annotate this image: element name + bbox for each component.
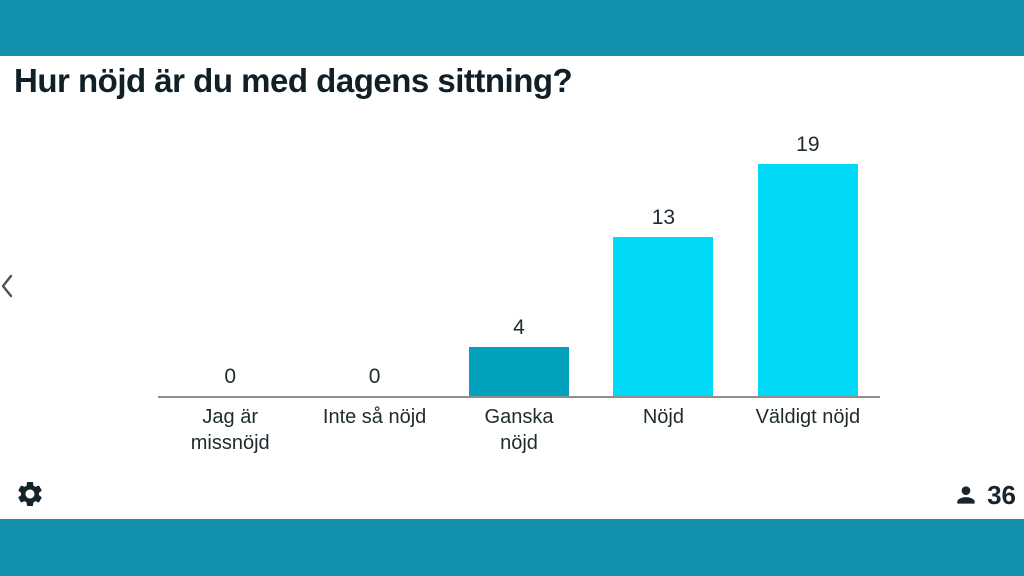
bar-chart: 0 0 4 13 19 Jag är missnöjd Inte så nöjd Gansk… [158, 133, 880, 454]
bar-column: 19 [736, 133, 880, 396]
x-axis-category-label: Jag är missnöjd [190, 406, 270, 454]
bar-column: 0 [158, 365, 302, 396]
participants-count: 36 [987, 479, 1016, 510]
page-title: Hur nöjd är du med dagens sittning? [14, 62, 573, 99]
participants-counter[interactable]: 36 [953, 478, 1016, 512]
bar-value-label: 13 [651, 206, 676, 229]
bar-value-label: 4 [513, 316, 525, 339]
chevron-left-icon [1, 274, 13, 298]
bar-value-label: 0 [368, 365, 381, 388]
gear-icon [18, 482, 42, 506]
bar-column: 4 [447, 316, 591, 396]
x-axis-category-label: Nöjd [642, 406, 684, 428]
x-axis-line [158, 396, 880, 398]
bar [757, 164, 858, 396]
x-axis-labels: Jag är missnöjd Inte så nöjd Ganska nöjd Nö… [158, 404, 880, 456]
settings-button[interactable] [15, 479, 47, 511]
previous-slide-button[interactable] [0, 266, 22, 306]
bar [469, 347, 570, 396]
bar [613, 237, 714, 396]
x-axis-category-label: Inte så nöjd [322, 406, 427, 428]
person-icon [957, 486, 975, 504]
bottom-theme-band [0, 519, 1024, 576]
bar-columns: 0 0 4 13 19 [158, 133, 880, 396]
bar-value-label: 0 [224, 365, 237, 388]
bar-column: 0 [302, 365, 446, 396]
x-axis-category-label: Ganska nöjd [484, 406, 554, 454]
x-axis-category-label: Väldigt nöjd [755, 406, 861, 428]
top-theme-band [0, 0, 1024, 56]
bar-column: 13 [591, 206, 735, 396]
bar-value-label: 19 [796, 133, 820, 156]
